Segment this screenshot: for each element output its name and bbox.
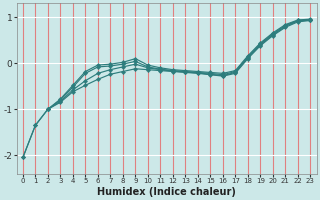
X-axis label: Humidex (Indice chaleur): Humidex (Indice chaleur) xyxy=(97,187,236,197)
